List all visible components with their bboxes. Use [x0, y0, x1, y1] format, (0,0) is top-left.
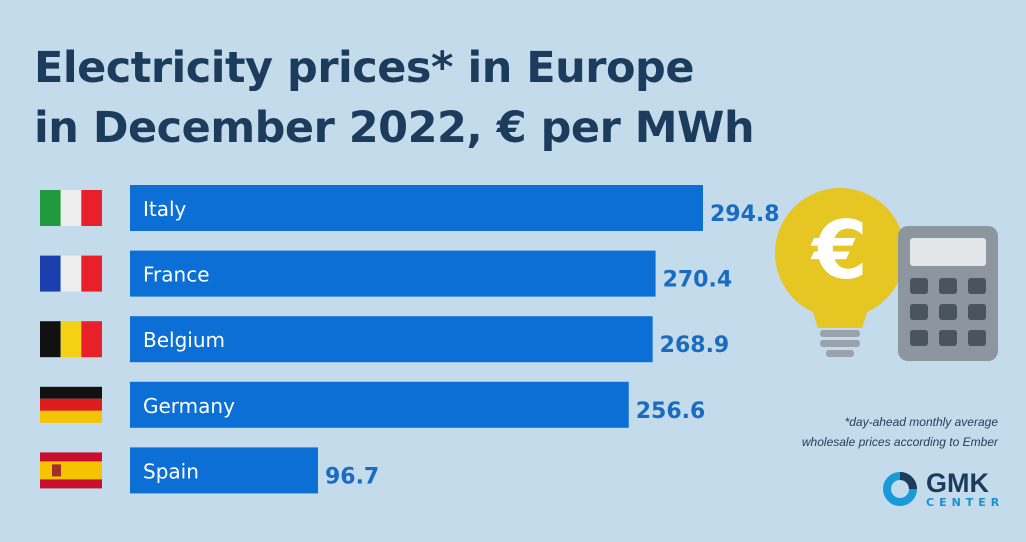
gmk-center-logo: GMK CENTER [882, 470, 1004, 508]
bar-row-germany: Germany 256.6 [40, 381, 706, 428]
logo-name: GMK [926, 468, 989, 498]
value-label: 268.9 [660, 333, 730, 358]
category-label: Italy [143, 197, 187, 221]
svg-text:€: € [810, 204, 868, 297]
footnote-line-1: *day-ahead monthly average [844, 415, 998, 429]
footnote: *day-ahead monthly average wholesale pri… [802, 412, 998, 452]
value-label: 294.8 [710, 202, 780, 227]
logo-subtitle: CENTER [926, 496, 1005, 509]
footnote-line-2: wholesale prices according to Ember [801, 435, 998, 449]
bar-row-italy: Italy 294.8 [40, 185, 780, 231]
bar-row-spain: Spain 96.7 [40, 447, 379, 494]
bar [130, 250, 656, 297]
france-flag-icon [40, 255, 102, 292]
chart-title: Electricity prices* in Europe in Decembe… [34, 38, 755, 158]
category-label: Spain [143, 459, 199, 483]
spain-flag-icon [40, 452, 102, 489]
category-label: France [143, 263, 210, 287]
bar-row-france: France 270.4 [40, 250, 733, 297]
category-label: Belgium [143, 328, 225, 352]
belgium-flag-icon [40, 321, 102, 358]
bar [130, 381, 629, 428]
bar [130, 316, 653, 363]
lightbulb-calculator-icon: € [775, 188, 998, 361]
bar-row-belgium: Belgium 268.9 [40, 316, 730, 363]
bar [130, 185, 703, 231]
germany-flag-icon [40, 386, 102, 423]
value-label: 96.7 [325, 464, 379, 489]
gmk-logo-icon [883, 472, 917, 506]
value-label: 256.6 [636, 399, 706, 424]
title-line-1: Electricity prices* in Europe [34, 43, 694, 93]
value-label: 270.4 [663, 268, 733, 293]
italy-flag-icon [40, 190, 102, 226]
bar [130, 447, 318, 494]
title-line-2: in December 2022, € per MWh [34, 103, 755, 153]
category-label: Germany [143, 394, 235, 418]
